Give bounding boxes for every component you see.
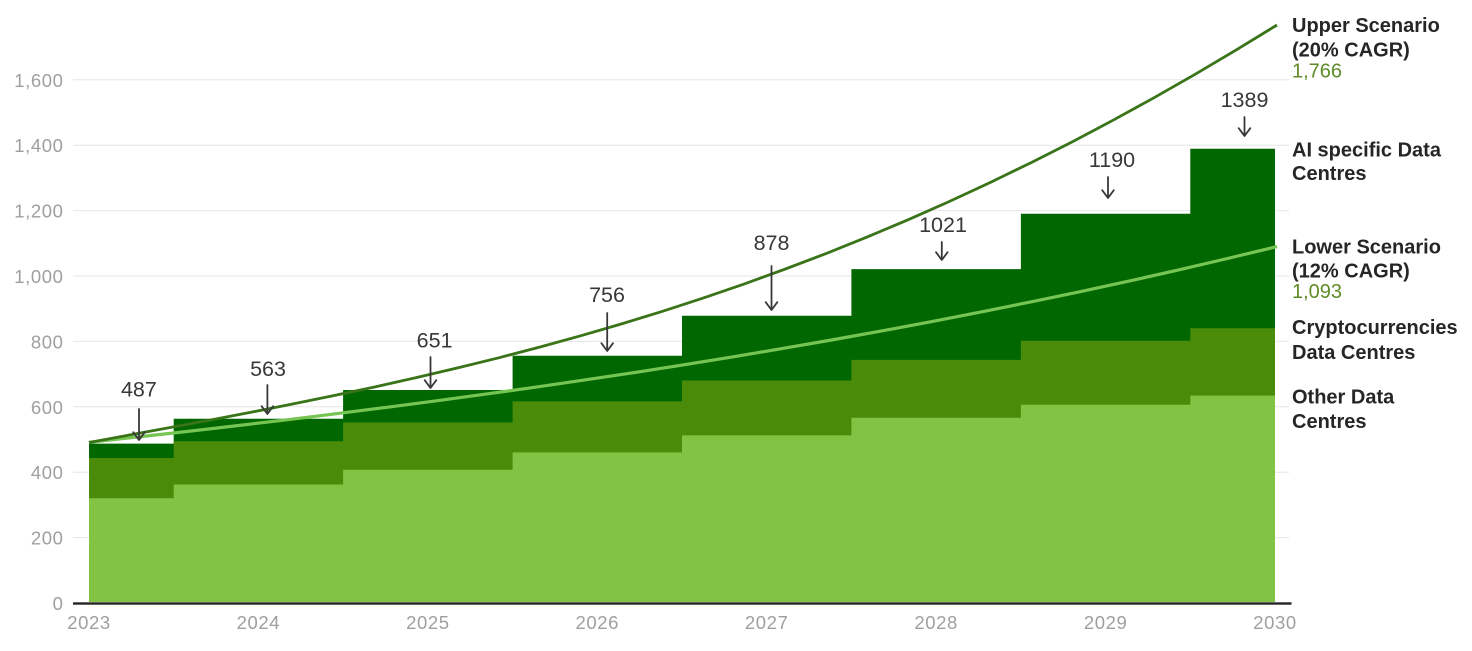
svg-text:2028: 2028 — [914, 612, 958, 633]
svg-text:878: 878 — [754, 231, 790, 255]
svg-text:1190: 1190 — [1089, 148, 1135, 172]
svg-text:2026: 2026 — [576, 612, 620, 633]
svg-text:Other Data: Other Data — [1292, 386, 1395, 408]
svg-text:Centres: Centres — [1292, 163, 1366, 185]
svg-text:487: 487 — [121, 378, 157, 402]
svg-text:1,600: 1,600 — [14, 70, 63, 91]
svg-text:1021: 1021 — [919, 213, 967, 237]
svg-text:Data Centres: Data Centres — [1292, 342, 1415, 364]
svg-text:Upper Scenario: Upper Scenario — [1292, 15, 1440, 37]
svg-text:Centres: Centres — [1292, 411, 1366, 433]
svg-text:Lower Scenario: Lower Scenario — [1292, 237, 1441, 259]
svg-text:1389: 1389 — [1221, 88, 1269, 112]
svg-text:(12% CAGR): (12% CAGR) — [1292, 261, 1410, 283]
svg-text:600: 600 — [31, 397, 64, 418]
svg-text:400: 400 — [31, 462, 64, 483]
svg-text:2025: 2025 — [406, 612, 450, 633]
svg-text:0: 0 — [53, 593, 64, 614]
svg-text:2030: 2030 — [1253, 612, 1297, 633]
svg-text:(20% CAGR): (20% CAGR) — [1292, 39, 1410, 61]
svg-text:563: 563 — [250, 357, 286, 381]
svg-text:Cryptocurrencies: Cryptocurrencies — [1292, 317, 1458, 339]
svg-text:2023: 2023 — [67, 612, 111, 633]
svg-text:AI specific Data: AI specific Data — [1292, 139, 1442, 161]
svg-text:1,766: 1,766 — [1292, 61, 1342, 83]
svg-text:1,093: 1,093 — [1292, 281, 1342, 303]
svg-text:200: 200 — [31, 528, 64, 549]
svg-text:2024: 2024 — [237, 612, 281, 633]
svg-text:800: 800 — [31, 331, 64, 352]
svg-text:651: 651 — [417, 328, 453, 352]
svg-text:2029: 2029 — [1084, 612, 1128, 633]
svg-text:1,400: 1,400 — [14, 135, 63, 156]
svg-text:2027: 2027 — [745, 612, 789, 633]
svg-text:1,200: 1,200 — [14, 201, 63, 222]
svg-text:756: 756 — [589, 283, 625, 307]
svg-text:1,000: 1,000 — [14, 266, 63, 287]
